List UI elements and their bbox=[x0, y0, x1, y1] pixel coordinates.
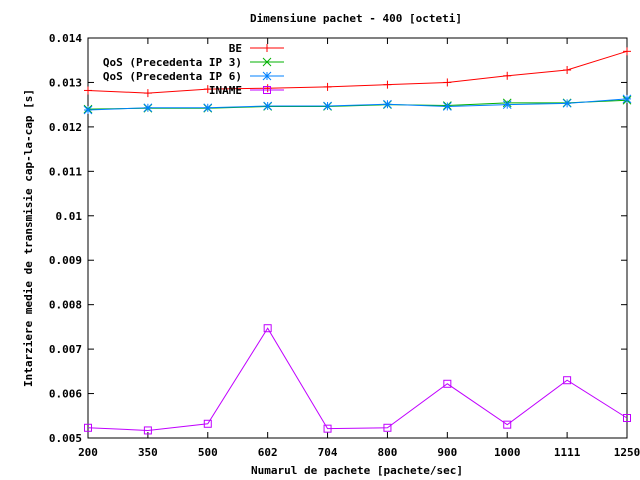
data-point bbox=[502, 100, 512, 110]
x-tick-label: 500 bbox=[198, 446, 218, 459]
data-point bbox=[263, 44, 271, 52]
data-point bbox=[203, 85, 212, 94]
legend-label: QoS (Precedenta IP 3) bbox=[103, 56, 242, 69]
data-point bbox=[443, 78, 452, 87]
data-point bbox=[143, 426, 152, 435]
data-point bbox=[84, 86, 92, 95]
data-point bbox=[623, 414, 631, 422]
data-point bbox=[563, 376, 572, 385]
y-tick-label: 0.013 bbox=[49, 76, 82, 89]
legend-item: QoS (Precedenta IP 6) bbox=[103, 70, 284, 83]
y-axis: 0.005 0.006 0.007 0.008 0.009 0.01 0.011 0.012 0… bbox=[49, 32, 627, 445]
data-point bbox=[262, 71, 272, 81]
x-tick-label: 1250 bbox=[614, 446, 640, 459]
legend-item: BE bbox=[229, 42, 284, 55]
y-tick-label: 0.009 bbox=[49, 254, 82, 267]
x-tick-label: 704 bbox=[318, 446, 338, 459]
data-point bbox=[503, 71, 512, 80]
data-point bbox=[563, 66, 572, 74]
y-tick-label: 0.011 bbox=[49, 165, 82, 178]
data-point bbox=[143, 103, 153, 113]
data-point bbox=[203, 419, 212, 428]
series-line bbox=[87, 327, 628, 431]
legend-item: QoS (Precedenta IP 3) bbox=[103, 56, 284, 69]
x-tick-label: 900 bbox=[437, 446, 457, 459]
data-point bbox=[262, 57, 272, 67]
data-point bbox=[84, 423, 92, 432]
y-tick-label: 0.005 bbox=[49, 432, 82, 445]
series-2 bbox=[83, 94, 632, 115]
data-point bbox=[383, 423, 392, 432]
x-tick-label: 1111 bbox=[554, 446, 581, 459]
x-tick-label: 350 bbox=[138, 446, 158, 459]
data-point bbox=[503, 420, 512, 429]
y-tick-label: 0.012 bbox=[49, 121, 82, 134]
plot-frame bbox=[87, 37, 628, 439]
legend-label: BE bbox=[229, 42, 242, 55]
data-point bbox=[562, 98, 572, 108]
data-point bbox=[263, 324, 272, 333]
data-point bbox=[383, 80, 392, 89]
y-tick-label: 0.008 bbox=[49, 299, 82, 312]
data-point bbox=[323, 101, 332, 111]
data-point bbox=[622, 94, 632, 104]
data-point bbox=[83, 105, 93, 115]
legend-label: INAME bbox=[209, 84, 242, 97]
data-point bbox=[443, 379, 452, 388]
series-0 bbox=[84, 47, 631, 98]
x-tick-label: 800 bbox=[378, 446, 398, 459]
series-line bbox=[87, 50, 628, 94]
data-point bbox=[323, 424, 332, 433]
x-axis-label: Numarul de pachete [pachete/sec] bbox=[251, 464, 463, 477]
series-line bbox=[87, 98, 628, 111]
series-3 bbox=[84, 324, 631, 435]
y-tick-label: 0.007 bbox=[49, 343, 82, 356]
data-point bbox=[263, 101, 273, 111]
y-tick-label: 0.014 bbox=[49, 32, 82, 45]
legend-item: INAME bbox=[209, 84, 284, 97]
data-point bbox=[263, 86, 271, 94]
x-tick-label: 1000 bbox=[494, 446, 521, 459]
chart-title: Dimensiune pachet - 400 [octeti] bbox=[250, 12, 462, 25]
x-axis: 200 350 500 602 704 800 900 1000 1111 1250 bbox=[78, 38, 640, 459]
x-tick-label: 200 bbox=[78, 446, 98, 459]
data-point bbox=[623, 47, 631, 56]
data-point bbox=[442, 102, 452, 111]
legend-label: QoS (Precedenta IP 6) bbox=[103, 70, 242, 83]
data-point bbox=[143, 89, 152, 98]
data-point bbox=[203, 103, 213, 113]
y-tick-label: 0.006 bbox=[49, 388, 82, 401]
y-axis-label: Intarziere medie de transmisie cap-la-ca… bbox=[22, 89, 35, 387]
data-point bbox=[323, 82, 332, 91]
y-tick-label: 0.01 bbox=[56, 210, 83, 223]
x-tick-label: 602 bbox=[258, 446, 278, 459]
series-layer bbox=[83, 47, 632, 435]
data-point bbox=[383, 99, 392, 109]
